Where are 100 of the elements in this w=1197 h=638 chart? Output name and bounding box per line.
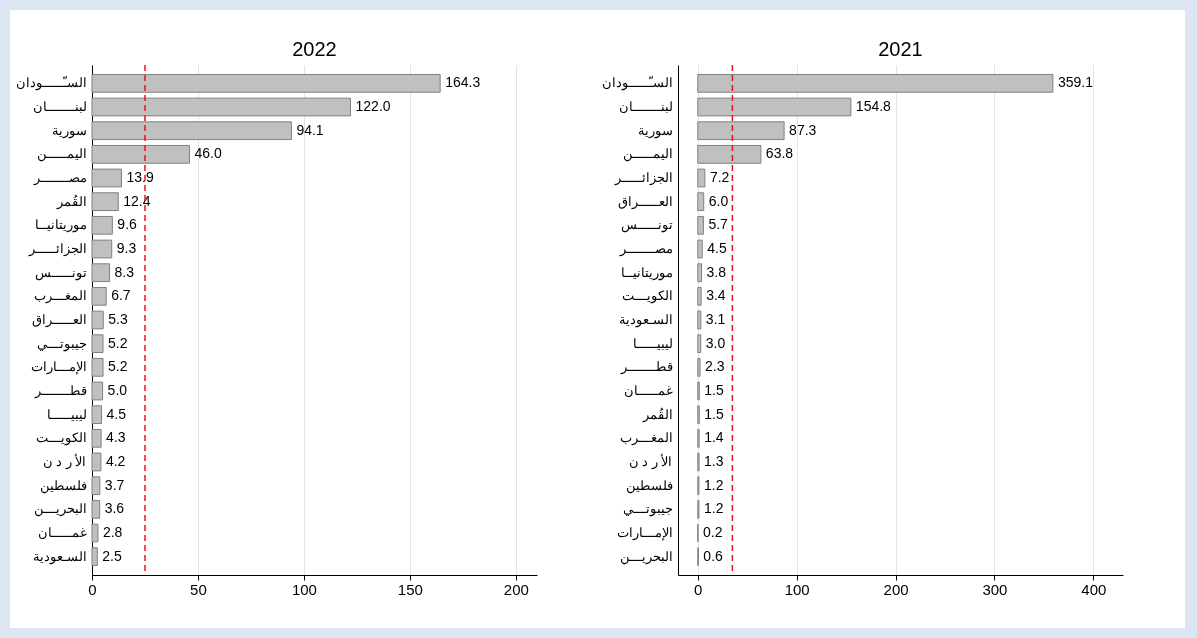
data-label: 3.4 — [706, 287, 726, 304]
y-tick-label: موريتانيــا — [620, 264, 673, 281]
y-tick-label: المغـــرب — [33, 288, 87, 305]
bar — [697, 239, 703, 259]
y-tick-label: الجزائـــــر — [27, 241, 87, 257]
bar — [91, 97, 352, 117]
data-label: 122.0 — [355, 98, 391, 115]
bar — [697, 144, 762, 164]
data-label: 5.2 — [108, 358, 128, 375]
y-tick-label: العـــــراق — [617, 193, 673, 210]
y-tick-label: قطـــــــر — [33, 383, 87, 399]
y-tick-label: الأ ر د ن — [628, 453, 673, 470]
x-tick-label: 200 — [503, 580, 529, 598]
bar — [697, 263, 703, 283]
y-tick-label: القُمر — [55, 193, 87, 210]
data-label: 0.2 — [702, 523, 723, 540]
data-label: 6.0 — [708, 192, 729, 209]
y-tick-label: تونـــــس — [620, 217, 673, 234]
y-tick-label: جيبوتـــي — [622, 501, 673, 518]
bar — [697, 192, 705, 212]
bar — [697, 168, 706, 188]
y-tick-label: فلسطين — [39, 477, 87, 494]
y-tick-label: ليبيـــــا — [46, 406, 87, 422]
bar — [697, 357, 701, 377]
x-tick-label: 100 — [291, 580, 317, 598]
data-label: 3.8 — [706, 263, 727, 280]
y-tick-label: لبنـــــــان — [618, 99, 673, 115]
data-label: 1.2 — [703, 500, 724, 517]
bar — [91, 334, 104, 354]
y-tick-label: الكويـــت — [35, 430, 87, 447]
y-tick-label: تونـــــس — [34, 264, 87, 281]
data-label: 4.5 — [106, 405, 127, 422]
bar — [91, 192, 119, 212]
data-label: 154.8 — [855, 98, 892, 115]
y-tick-label: قطـــــــر — [619, 359, 673, 376]
y-tick-label: لبنـــــــان — [32, 99, 87, 115]
bar — [697, 121, 785, 141]
data-label: 8.3 — [114, 263, 135, 280]
data-label: 5.7 — [708, 216, 729, 233]
data-label: 1.3 — [704, 453, 724, 469]
bar — [697, 97, 852, 117]
data-label: 12.4 — [123, 192, 151, 209]
bar — [91, 286, 107, 306]
bar — [697, 310, 702, 330]
data-label: 3.7 — [104, 476, 125, 493]
data-label: 5.2 — [108, 334, 128, 351]
data-label: 9.3 — [116, 240, 137, 256]
data-label: 63.8 — [765, 145, 794, 162]
bar — [91, 405, 103, 425]
y-tick-label: اليمـــــن — [36, 146, 87, 163]
bar — [91, 239, 113, 259]
data-label: 1.5 — [704, 405, 724, 422]
data-label: 1.4 — [704, 429, 724, 446]
y-tick-label: غمـــــان — [37, 524, 87, 540]
bar — [697, 334, 702, 354]
bar — [91, 310, 104, 330]
data-label: 2.3 — [705, 358, 725, 375]
y-tick-label: جيبوتـــي — [36, 335, 87, 352]
y-tick-label: غمـــــان — [623, 383, 673, 398]
data-label: 3.0 — [705, 334, 726, 351]
chart-title: 2022 — [292, 38, 337, 61]
data-label: 4.2 — [105, 453, 126, 469]
y-tick-label: اليمـــــن — [622, 146, 673, 163]
y-tick-label: مصـــــــر — [32, 170, 87, 186]
bar — [91, 215, 113, 235]
data-label: 3.6 — [104, 500, 125, 517]
y-tick-label: ليبيـــــا — [632, 335, 673, 351]
y-tick-label: الإمـــارات — [30, 359, 87, 376]
bar — [91, 381, 104, 401]
data-label: 1.5 — [704, 382, 724, 398]
y-tick-label: موريتانيــا — [34, 217, 87, 234]
y-tick-label: القُمر — [641, 406, 673, 423]
y-tick-label: البحريـــن — [33, 501, 87, 518]
bar — [91, 428, 102, 448]
x-tick-label: 150 — [397, 580, 423, 598]
bar — [91, 547, 98, 567]
data-label: 3.1 — [705, 311, 726, 327]
bar — [91, 452, 102, 472]
data-label: 164.3 — [445, 74, 481, 91]
x-tick-label: 50 — [190, 580, 207, 598]
data-label: 13.9 — [126, 169, 154, 185]
y-tick-label: العـــــراق — [31, 312, 87, 328]
data-label: 0.6 — [703, 547, 724, 564]
y-tick-label: الجزائـــــر — [613, 170, 673, 186]
bar — [91, 499, 101, 519]
x-tick-label: 100 — [784, 580, 810, 598]
bar — [91, 168, 122, 188]
data-label: 87.3 — [789, 121, 817, 138]
data-label: 2.8 — [102, 523, 123, 540]
data-label: 6.7 — [111, 287, 131, 304]
bar — [91, 263, 111, 283]
bar — [91, 357, 104, 377]
data-label: 5.3 — [108, 311, 128, 327]
y-tick-label: سورية — [637, 122, 673, 139]
data-label: 46.0 — [194, 145, 222, 162]
bar — [697, 286, 702, 306]
x-tick-label: 0 — [88, 580, 97, 598]
y-tick-label: السـعودية — [618, 312, 673, 328]
bar — [91, 144, 190, 164]
x-tick-label: 400 — [1081, 580, 1107, 598]
